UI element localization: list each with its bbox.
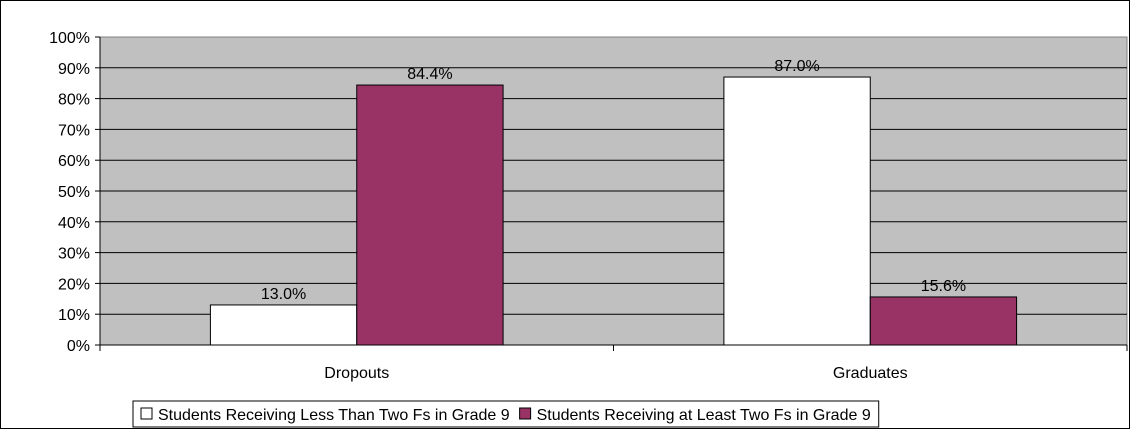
y-tick-label: 30% xyxy=(58,246,90,263)
legend-swatch xyxy=(519,407,532,420)
y-tick-label: 10% xyxy=(58,307,90,324)
x-axis: Dropouts Graduates xyxy=(99,344,1128,382)
y-tick-label: 0% xyxy=(67,338,90,355)
x-category-label: Dropouts xyxy=(324,365,389,382)
y-tick-label: 20% xyxy=(58,276,90,293)
legend-swatch xyxy=(140,407,153,420)
data-label: 87.0% xyxy=(774,58,819,75)
y-tick-label: 90% xyxy=(58,61,90,78)
bar xyxy=(356,84,504,346)
y-tick-label: 80% xyxy=(58,92,90,109)
data-label: 15.6% xyxy=(921,278,966,295)
bar xyxy=(869,296,1018,346)
bar xyxy=(209,304,358,346)
bar xyxy=(723,76,871,346)
bars xyxy=(209,76,1018,346)
y-tick-label: 60% xyxy=(58,153,90,170)
y-tick-label: 70% xyxy=(58,122,90,139)
legend-entry-label: Students Receiving at Least Two Fs in Gr… xyxy=(537,407,871,424)
y-tick-label: 100% xyxy=(49,30,90,47)
legend-box xyxy=(132,400,880,428)
legend-entry-label: Students Receiving Less Than Two Fs in G… xyxy=(158,407,510,424)
data-label: 84.4% xyxy=(407,66,452,83)
y-tick-label: 50% xyxy=(58,184,90,201)
data-label: 13.0% xyxy=(261,286,306,303)
data-labels: 13.0% 84.4% 87.0% 15.6% xyxy=(261,58,966,303)
x-category-label: Graduates xyxy=(833,365,908,382)
gridlines xyxy=(100,67,1127,315)
y-axis: 0% 10% 20% 30% 40% 50% 60% 70% 80% 90% 100% xyxy=(49,30,101,355)
legend: Students Receiving Less Than Two Fs in G… xyxy=(132,400,880,428)
y-tick-label: 40% xyxy=(58,215,90,232)
